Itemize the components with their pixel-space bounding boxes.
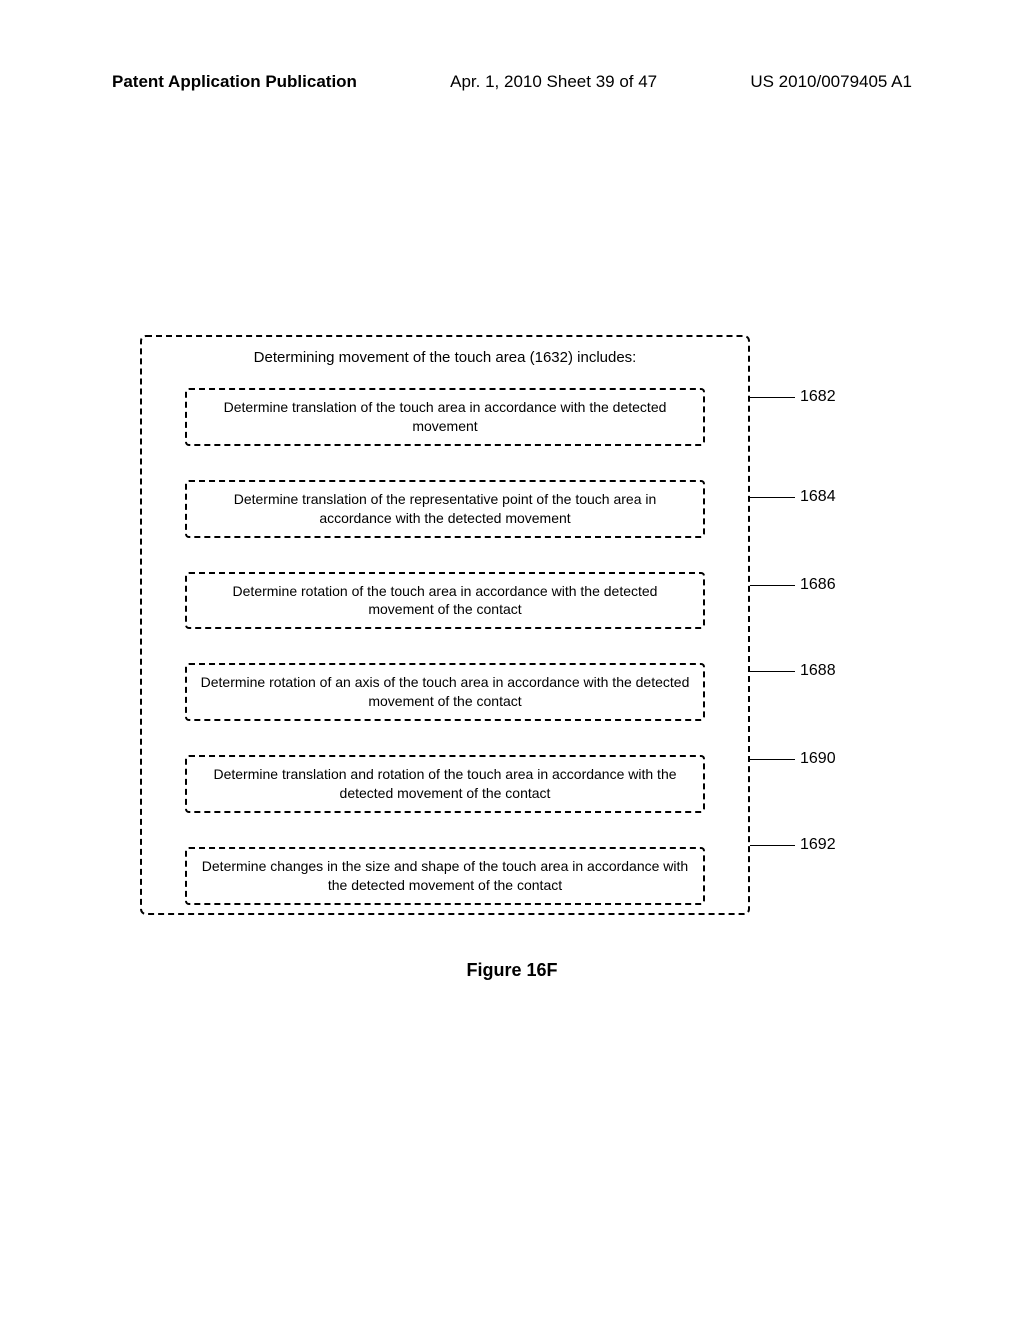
leader-line [750,397,795,398]
sub-box-text: Determine translation and rotation of th… [213,766,676,801]
ref-number-1692: 1692 [800,836,836,854]
main-flowchart-box: Determining movement of the touch area (… [140,335,750,915]
sub-box-text: Determine translation of the representat… [234,491,657,526]
ref-number-1690: 1690 [800,750,836,768]
ref-number-1684: 1684 [800,488,836,506]
header-date-sheet: Apr. 1, 2010 Sheet 39 of 47 [450,72,657,92]
sub-box-1686: Determine rotation of the touch area in … [185,572,705,630]
sub-box-1690: Determine translation and rotation of th… [185,755,705,813]
header-publication: Patent Application Publication [112,72,357,92]
ref-number-1688: 1688 [800,662,836,680]
sub-box-1684: Determine translation of the representat… [185,480,705,538]
sub-box-text: Determine rotation of an axis of the tou… [201,674,690,709]
leader-line [750,585,795,586]
figure-caption: Figure 16F [0,960,1024,981]
sub-box-1688: Determine rotation of an axis of the tou… [185,663,705,721]
sub-box-text: Determine changes in the size and shape … [202,858,688,893]
sub-box-1692: Determine changes in the size and shape … [185,847,705,905]
sub-box-1682: Determine translation of the touch area … [185,388,705,446]
main-box-title: Determining movement of the touch area (… [254,349,637,366]
leader-line [750,671,795,672]
page-header: Patent Application Publication Apr. 1, 2… [0,72,1024,92]
ref-number-1682: 1682 [800,388,836,406]
leader-line [750,845,795,846]
sub-box-text: Determine translation of the touch area … [224,399,667,434]
header-patent-number: US 2010/0079405 A1 [750,72,912,92]
leader-line [750,759,795,760]
sub-box-text: Determine rotation of the touch area in … [233,583,658,618]
ref-number-1686: 1686 [800,576,836,594]
leader-line [750,497,795,498]
